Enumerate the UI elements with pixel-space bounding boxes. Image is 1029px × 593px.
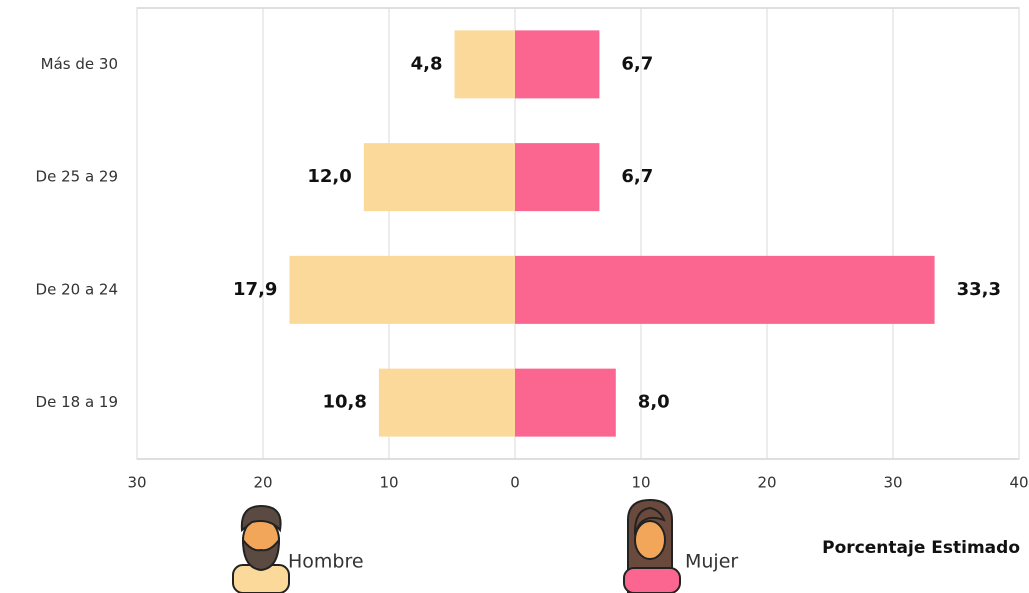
bar — [515, 143, 599, 211]
bar — [515, 369, 616, 437]
bar — [515, 256, 935, 324]
bar — [379, 369, 515, 437]
y-tick-label: De 25 a 29 — [36, 168, 118, 186]
bar — [455, 30, 515, 98]
x-tick-label: 10 — [379, 474, 398, 492]
y-tick-label: Más de 30 — [41, 55, 118, 73]
legend-label: Mujer — [685, 551, 738, 573]
bar — [364, 143, 515, 211]
value-label: 8,0 — [638, 392, 670, 413]
bar — [515, 30, 599, 98]
value-label: 6,7 — [621, 166, 653, 187]
x-tick-label: 0 — [510, 474, 520, 492]
legend-label: Hombre — [288, 551, 364, 573]
x-tick-label: 20 — [253, 474, 272, 492]
y-tick-label: De 20 a 24 — [36, 280, 118, 298]
value-label: 12,0 — [307, 166, 351, 187]
woman-icon — [624, 500, 680, 593]
value-label: 10,8 — [322, 392, 366, 413]
x-tick-label: 20 — [757, 474, 776, 492]
bar — [289, 256, 515, 324]
x-axis-title: Porcentaje Estimado — [822, 538, 1020, 558]
x-tick-label: 30 — [883, 474, 902, 492]
value-label: 17,9 — [233, 279, 277, 300]
x-tick-label: 30 — [127, 474, 146, 492]
x-tick-label: 40 — [1009, 474, 1028, 492]
x-tick-label: 10 — [631, 474, 650, 492]
value-label: 33,3 — [957, 279, 1001, 300]
man-icon — [233, 506, 289, 593]
value-label: 4,8 — [411, 53, 443, 74]
y-tick-label: De 18 a 19 — [36, 393, 118, 411]
value-label: 6,7 — [621, 53, 653, 74]
chart: Porcentaje Estimado 30 20 10 0 10 20 30 40 Más d… — [0, 0, 1029, 593]
